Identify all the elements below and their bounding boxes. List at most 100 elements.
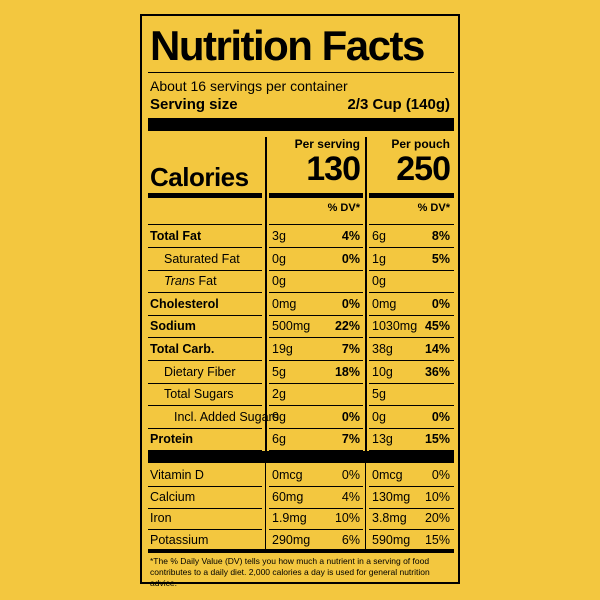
nutrient-sodium-divider [148, 337, 262, 339]
vitamin-potassium-row: Potassium 290mg 6% 590mg 15% [142, 529, 458, 551]
nutrient-cholesterol-serving-amount: 0mg [272, 296, 297, 311]
nutrient-sodium-pouch-amount: 1030mg [372, 319, 418, 334]
nutrient-protein-divider [269, 450, 363, 452]
column-divider-2-vitamins [365, 463, 366, 549]
nutrient-total-sugars-divider [269, 405, 363, 407]
nutrient-saturated-fat-divider [369, 269, 454, 271]
vitamin-vitamin-d-pouch-amount: 0mcg [372, 468, 403, 482]
nutrient-total-fat-pouch-dv: 8% [431, 229, 450, 243]
nutrient-sodium-serving-dv: 22% [334, 319, 360, 334]
thick-rule-top [148, 118, 454, 131]
dv-header-divider [369, 224, 454, 225]
nutrient-saturated-fat-name: Saturated Fat [164, 251, 240, 266]
nutrient-dietary-fiber-divider [148, 382, 262, 384]
nutrient-trans-fat-name: Trans Fat [164, 274, 217, 289]
vitamin-potassium-serving-amount: 290mg [272, 532, 311, 547]
nutrient-saturated-fat-divider [148, 269, 262, 271]
nutrient-cholesterol-name: Cholesterol [150, 296, 219, 311]
vitamin-vitamin-d-row: Vitamin D 0mcg 0% 0mcg 0% [142, 464, 458, 486]
nutrient-total-carb-serving-amount: 19g [272, 342, 293, 356]
serving-size-label: Serving size [150, 96, 238, 113]
calories-per-pouch: 250 [396, 150, 451, 188]
nutrient-total-fat-divider [148, 247, 262, 248]
serving-size-value: 2/3 Cup (140g) [347, 96, 450, 113]
nutrient-sodium-row: Sodium 500mg 22% 1030mg 45% [142, 315, 458, 337]
nutrient-protein-serving-amount: 6g [272, 432, 286, 447]
nutrient-incl-added-sugars-divider [269, 427, 363, 429]
nutrient-saturated-fat-row: Saturated Fat 0g 0% 1g 5% [142, 248, 458, 270]
nutrient-total-fat-row: Total Fat 3g 4% 6g 8% [142, 225, 458, 247]
vitamin-vitamin-d-divider [369, 486, 454, 487]
per-serving-header: Per serving [294, 137, 360, 151]
calories-label: Calories [150, 162, 249, 192]
nutrient-saturated-fat-pouch-amount: 1g [372, 251, 386, 266]
nutrient-sodium-name: Sodium [150, 319, 196, 334]
servings-per-container: About 16 servings per container [150, 78, 348, 94]
nutrient-trans-fat-serving-amount: 0g [272, 274, 286, 289]
nutrient-incl-added-sugars-pouch-dv: 0% [431, 409, 450, 424]
nutrient-total-fat-name: Total Fat [150, 229, 202, 243]
nutrient-incl-added-sugars-row: Incl. Added Sugars 0g 0% 0g 0% [142, 406, 458, 428]
nutrient-total-carb-row: Total Carb. 19g 7% 38g 14% [142, 338, 458, 360]
nutrient-total-carb-divider [269, 360, 363, 361]
nutrient-total-sugars-pouch-amount: 5g [372, 387, 386, 402]
nutrient-total-fat-serving-dv: 4% [341, 229, 360, 243]
calories-rule-mid [269, 193, 363, 198]
nutrient-total-carb-divider [148, 360, 262, 361]
footnote-rule [148, 549, 454, 553]
nutrient-protein-pouch-dv: 15% [424, 432, 450, 447]
nutrient-protein-pouch-amount: 13g [372, 432, 393, 447]
vitamin-vitamin-d-pouch-dv: 0% [431, 468, 450, 482]
nutrient-cholesterol-divider [148, 314, 262, 316]
vitamin-calcium-pouch-dv: 10% [424, 489, 450, 504]
nutrient-total-sugars-serving-amount: 2g [272, 387, 286, 402]
column-divider-1-vitamins [265, 463, 266, 549]
vitamin-iron-divider [369, 529, 454, 530]
nutrition-facts-label: Nutrition Facts About 16 servings per co… [140, 14, 460, 588]
nutrient-incl-added-sugars-pouch-amount: 0g [372, 409, 386, 424]
nutrient-dietary-fiber-name: Dietary Fiber [164, 364, 236, 379]
nutrient-total-carb-divider [369, 360, 454, 361]
nutrient-dietary-fiber-divider [269, 382, 363, 384]
calories-rule-right [369, 193, 454, 198]
vitamin-iron-name: Iron [150, 511, 172, 525]
nutrient-cholesterol-serving-dv: 0% [341, 296, 360, 311]
nutrient-protein-serving-dv: 7% [341, 432, 360, 447]
nutrient-dietary-fiber-serving-amount: 5g [272, 364, 286, 379]
vitamin-iron-serving-dv: 10% [334, 511, 360, 525]
calories-per-serving: 130 [306, 150, 361, 188]
nutrient-cholesterol-pouch-amount: 0mg [372, 296, 397, 311]
nutrient-total-carb-serving-dv: 7% [341, 342, 360, 356]
nutrient-total-fat-divider [269, 247, 363, 248]
nutrient-total-carb-pouch-dv: 14% [424, 342, 450, 356]
vitamin-vitamin-d-serving-dv: 0% [341, 468, 360, 482]
nutrient-incl-added-sugars-name: Incl. Added Sugars [174, 409, 279, 424]
thick-rule-vitamins [148, 451, 454, 463]
vitamin-calcium-row: Calcium 60mg 4% 130mg 10% [142, 486, 458, 508]
per-pouch-header: Per pouch [391, 137, 450, 151]
dv-header-divider [148, 224, 262, 225]
vitamin-iron-row: Iron 1.9mg 10% 3.8mg 20% [142, 507, 458, 529]
nutrient-trans-fat-divider [148, 292, 262, 294]
nutrient-incl-added-sugars-divider [369, 427, 454, 429]
nutrient-cholesterol-row: Cholesterol 0mg 0% 0mg 0% [142, 293, 458, 315]
nutrient-incl-added-sugars-divider [148, 427, 262, 429]
vitamin-iron-divider [148, 529, 262, 530]
vitamin-iron-serving-amount: 1.9mg [272, 511, 307, 525]
nutrient-sodium-divider [269, 337, 363, 339]
nutrient-sodium-divider [369, 337, 454, 339]
vitamin-calcium-name: Calcium [150, 489, 196, 504]
nutrient-total-sugars-divider [369, 405, 454, 407]
vitamin-potassium-name: Potassium [150, 532, 209, 547]
nutrient-total-sugars-divider [148, 405, 262, 407]
nutrient-trans-fat-divider [369, 292, 454, 294]
nutrient-incl-added-sugars-serving-amount: 0g [272, 409, 286, 424]
nutrient-sodium-serving-amount: 500mg [272, 319, 311, 334]
calories-rule-left [148, 193, 262, 198]
vitamin-vitamin-d-name: Vitamin D [150, 468, 204, 482]
nutrient-sodium-pouch-dv: 45% [424, 319, 450, 334]
nutrient-dietary-fiber-row: Dietary Fiber 5g 18% 10g 36% [142, 361, 458, 383]
column-divider-1 [265, 137, 267, 451]
dv-header-serving: % DV* [327, 202, 360, 214]
nutrient-total-sugars-row: Total Sugars 2g 5g [142, 383, 458, 405]
